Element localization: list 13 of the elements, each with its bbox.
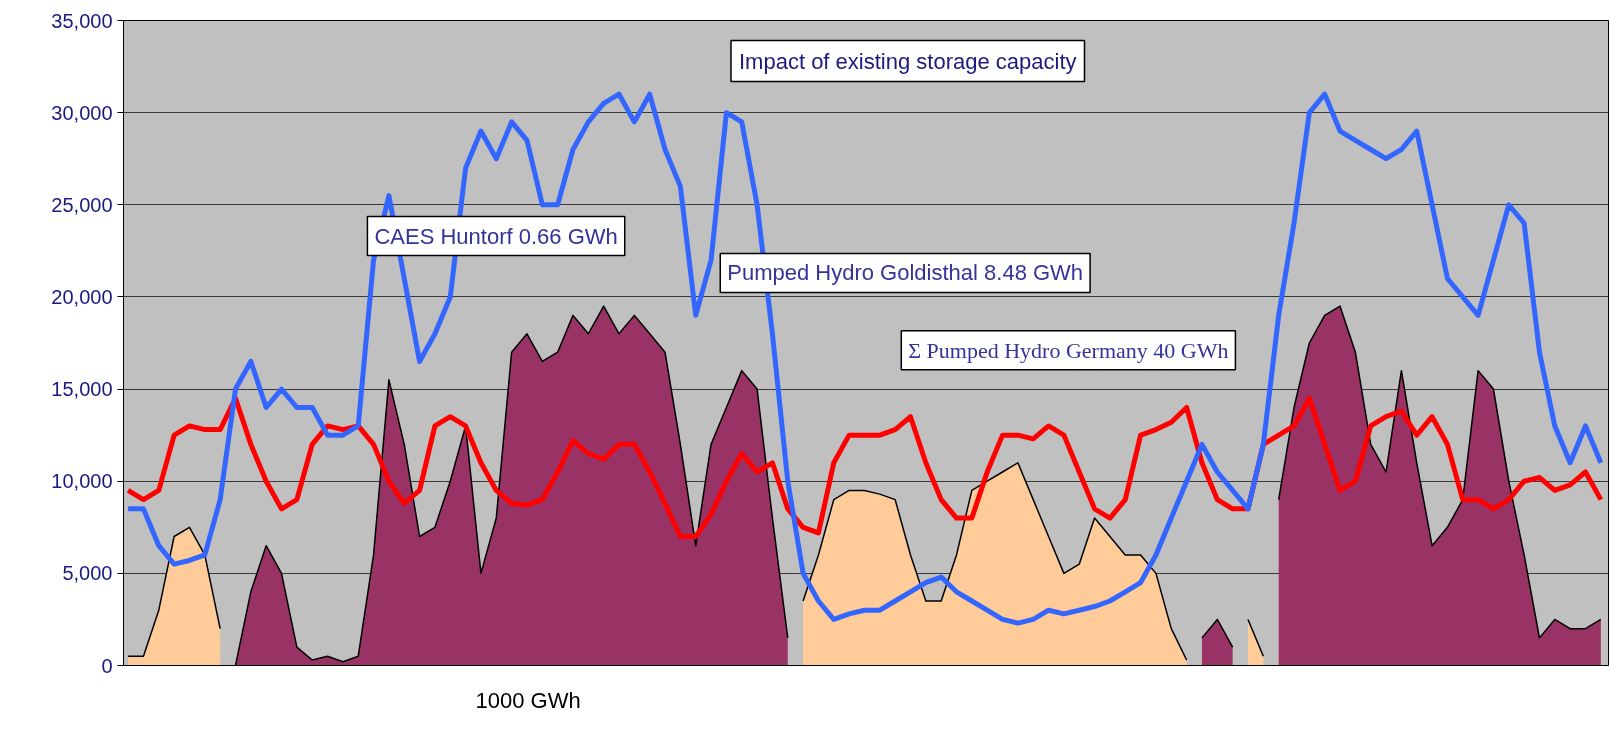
- annotation: Σ Pumped Hydro Germany 40 GWh: [908, 337, 1229, 363]
- text: Impact of existing storage capacity: [739, 48, 1077, 74]
- y-tick-label: 30,000: [51, 101, 113, 124]
- y-tick-label: 20,000: [51, 285, 113, 308]
- y-tick-label: 15,000: [51, 378, 113, 401]
- y-tick-label: 5,000: [62, 562, 113, 585]
- y-tick-label: 35,000: [51, 9, 113, 32]
- annotation: CAES Huntorf 0.66 GWh: [374, 223, 618, 249]
- y-tick-label: 10,000: [51, 470, 113, 493]
- y-tick-label: 25,000: [51, 193, 113, 216]
- text: 1000 GWh: [475, 687, 581, 713]
- annotation: Pumped Hydro Goldisthal 8.48 GWh: [727, 260, 1084, 286]
- y-tick-label: 0: [101, 654, 113, 677]
